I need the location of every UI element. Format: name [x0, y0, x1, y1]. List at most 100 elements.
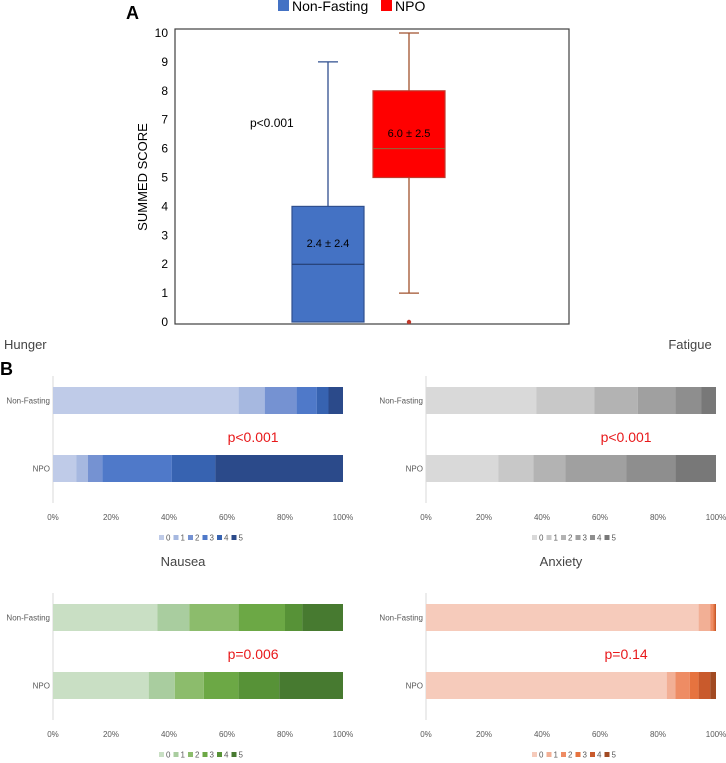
bar-segment-nausea-non-fasting-3: [238, 604, 285, 631]
x-tick-label: 20%: [476, 730, 492, 739]
panel-nausea: Nausea Non-Fasting NPO p=0.006 0% 20% 40% 60% 80…: [6, 554, 353, 760]
pvalue-fatigue: p<0.001: [601, 429, 652, 445]
x-tick-label: 100%: [333, 513, 353, 522]
legend-label-hunger-0: 0: [166, 534, 171, 543]
bar-segment-fatigue-npo-5: [675, 455, 716, 482]
legend-swatch-nonfasting: [278, 0, 289, 11]
x-tick-label: 100%: [706, 730, 726, 739]
category-label: NPO: [406, 682, 423, 691]
legend-label-fatigue-4: 4: [597, 534, 602, 543]
legend-label-anxiety-1: 1: [554, 751, 559, 760]
legend-label-fatigue-0: 0: [539, 534, 544, 543]
bar-segment-anxiety-non-fasting-1: [698, 604, 711, 631]
bar-segment-hunger-non-fasting-3: [296, 387, 317, 414]
legend-label-anxiety-2: 2: [568, 751, 573, 760]
bar-segment-fatigue-npo-1: [498, 455, 534, 482]
x-tick-label: 40%: [534, 730, 550, 739]
legend-swatch-fatigue-0: [532, 535, 537, 540]
x-tick-label: 20%: [476, 513, 492, 522]
legend-swatch-anxiety-3: [575, 752, 581, 757]
pvalue-hunger: p<0.001: [228, 429, 279, 445]
x-tick-label: 40%: [161, 513, 177, 522]
legend-swatch-anxiety-0: [532, 752, 537, 757]
legend-label-anxiety-4: 4: [597, 751, 602, 760]
legend-label-npo: NPO: [395, 0, 425, 14]
bar-segment-nausea-non-fasting-5: [302, 604, 343, 631]
legend-label-fatigue-3: 3: [583, 534, 588, 543]
category-label: Non-Fasting: [379, 614, 423, 623]
legend-label-fatigue-2: 2: [568, 534, 573, 543]
legend-label-nausea-2: 2: [195, 751, 200, 760]
category-label: NPO: [33, 465, 50, 474]
x-tick-label: 20%: [103, 513, 119, 522]
x-tick-label: 60%: [219, 513, 235, 522]
bar-segment-hunger-npo-4: [171, 455, 216, 482]
x-tick-label: 0%: [420, 730, 432, 739]
legend-swatch-anxiety-5: [604, 752, 610, 757]
x-tick-label: 80%: [650, 513, 666, 522]
bar-segment-anxiety-npo-4: [698, 672, 711, 699]
legend-swatch-fatigue-2: [561, 535, 566, 540]
bar-segment-hunger-non-fasting-0: [53, 387, 239, 414]
bar-segment-nausea-npo-5: [279, 672, 343, 699]
bar-segment-nausea-npo-0: [53, 672, 149, 699]
bar-segment-hunger-non-fasting-2: [264, 387, 297, 414]
pvalue-nausea: p=0.006: [228, 646, 279, 662]
y-tick-label: 6: [161, 142, 168, 156]
x-tick-label: 40%: [161, 730, 177, 739]
legend-swatch-anxiety-4: [590, 752, 595, 757]
bar-segment-fatigue-non-fasting-1: [536, 387, 595, 414]
legend-swatch-hunger-5: [231, 535, 237, 540]
x-tick-label: 80%: [277, 513, 293, 522]
bar-segment-fatigue-npo-3: [565, 455, 627, 482]
legend-swatch-hunger-0: [159, 535, 164, 540]
y-tick-label: 0: [161, 315, 168, 329]
legend-swatch-fatigue-4: [590, 535, 595, 540]
legend-label-hunger-4: 4: [224, 534, 229, 543]
y-tick-label: 7: [161, 113, 168, 127]
bar-segment-anxiety-non-fasting-0: [426, 604, 699, 631]
legend-swatch-nausea-4: [217, 752, 222, 757]
x-tick-label: 100%: [706, 513, 726, 522]
panel-title-hunger: Hunger: [4, 337, 47, 352]
bar-segment-nausea-non-fasting-0: [53, 604, 158, 631]
legend-swatch-fatigue-1: [546, 535, 552, 540]
bar-segment-anxiety-npo-0: [426, 672, 667, 699]
panel-title-fatigue: Fatigue: [668, 337, 711, 352]
bar-segment-nausea-non-fasting-4: [285, 604, 303, 631]
category-label: NPO: [33, 682, 50, 691]
legend-swatch-nausea-2: [188, 752, 193, 757]
legend-label-anxiety-3: 3: [583, 751, 588, 760]
legend-label-hunger-2: 2: [195, 534, 200, 543]
legend-swatch-npo: [381, 0, 392, 11]
legend-swatch-nausea-5: [231, 752, 237, 757]
x-tick-label: 0%: [420, 513, 432, 522]
panel-fatigue: Fatigue Non-Fasting NPO p<0.001 0% 20% 40% 60% 8…: [379, 337, 726, 543]
bar-segment-nausea-non-fasting-2: [189, 604, 239, 631]
y-tick-label: 10: [155, 26, 169, 40]
legend-label-nausea-3: 3: [210, 751, 215, 760]
boxplot-frame: [174, 28, 570, 325]
legend-label-fatigue-1: 1: [554, 534, 559, 543]
panel-b-letter: B: [0, 359, 13, 379]
stat-label-npo: 6.0 ± 2.5: [388, 128, 431, 140]
y-axis-label: SUMMED SCORE: [135, 123, 150, 231]
y-tick-label: 1: [161, 286, 168, 300]
bar-segment-anxiety-non-fasting-3: [713, 604, 715, 631]
stat-label-non-fasting: 2.4 ± 2.4: [307, 238, 350, 250]
bar-segment-hunger-non-fasting-4: [316, 387, 329, 414]
panel-title-anxiety: Anxiety: [540, 554, 583, 569]
x-tick-label: 80%: [650, 730, 666, 739]
box-npo: [372, 90, 446, 179]
x-tick-label: 0%: [47, 730, 59, 739]
y-tick-label: 9: [161, 55, 168, 69]
bar-segment-nausea-npo-2: [174, 672, 204, 699]
bar-segment-anxiety-non-fasting-2: [710, 604, 714, 631]
bar-segment-hunger-npo-1: [76, 455, 88, 482]
legend-label-hunger-5: 5: [239, 534, 244, 543]
panel-title-nausea: Nausea: [161, 554, 207, 569]
bar-segment-fatigue-non-fasting-2: [594, 387, 638, 414]
panel-anxiety: Anxiety Non-Fasting NPO p=0.14 0% 20% 40% 60% 80…: [379, 554, 726, 760]
bar-segment-anxiety-npo-2: [675, 672, 690, 699]
